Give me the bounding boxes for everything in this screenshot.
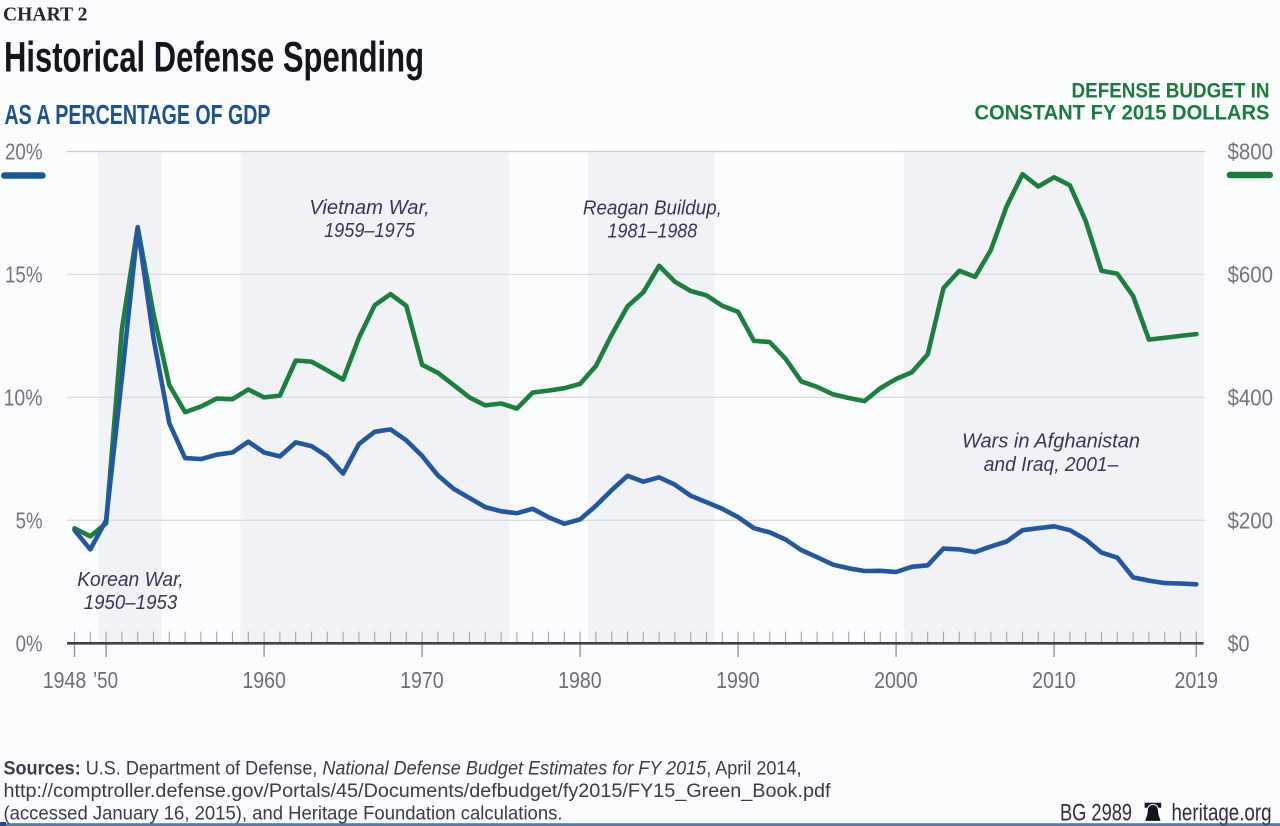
svg-text:AS A PERCENTAGE OF GDP: AS A PERCENTAGE OF GDP — [5, 99, 271, 130]
svg-text:15%: 15% — [5, 261, 43, 287]
svg-text:$200: $200 — [1228, 507, 1274, 533]
svg-text:Vietnam War,: Vietnam War, — [309, 196, 429, 219]
svg-text:1990: 1990 — [716, 667, 760, 693]
svg-text:1981–1988: 1981–1988 — [608, 220, 698, 243]
svg-text:and Iraq, 2001–: and Iraq, 2001– — [984, 453, 1119, 476]
svg-text:CONSTANT FY 2015 DOLLARS: CONSTANT FY 2015 DOLLARS — [975, 101, 1270, 125]
svg-text:2019: 2019 — [1175, 667, 1219, 693]
svg-text:20%: 20% — [5, 139, 43, 165]
svg-text:DEFENSE BUDGET IN: DEFENSE BUDGET IN — [1072, 79, 1270, 103]
svg-text:1980: 1980 — [558, 667, 602, 693]
svg-text:1970: 1970 — [400, 667, 444, 693]
svg-text:1960: 1960 — [242, 667, 286, 693]
svg-text:0%: 0% — [16, 630, 43, 656]
svg-text:$400: $400 — [1228, 384, 1274, 410]
svg-text:1959–1975: 1959–1975 — [324, 219, 415, 242]
svg-text:$800: $800 — [1228, 139, 1274, 165]
svg-text:2000: 2000 — [874, 667, 918, 693]
svg-text:Wars in Afghanistan: Wars in Afghanistan — [962, 430, 1140, 453]
svg-text:BG 2989: BG 2989 — [1060, 800, 1132, 826]
svg-text:Korean War,: Korean War, — [77, 568, 184, 591]
svg-text:http://comptroller.defense.gov: http://comptroller.defense.gov/Portals/4… — [4, 780, 832, 802]
svg-text:1948: 1948 — [43, 667, 87, 693]
svg-text:’50: ’50 — [93, 667, 118, 693]
svg-text:(accessed January 16, 2015), a: (accessed January 16, 2015), and Heritag… — [4, 802, 563, 824]
svg-text:heritage.org: heritage.org — [1172, 800, 1272, 826]
svg-text:1950–1953: 1950–1953 — [84, 591, 178, 614]
svg-text:10%: 10% — [4, 384, 43, 410]
svg-text:CHART 2: CHART 2 — [3, 4, 88, 26]
svg-text:$0: $0 — [1228, 630, 1250, 656]
svg-text:Reagan Buildup,: Reagan Buildup, — [583, 197, 722, 220]
svg-text:Historical Defense Spending: Historical Defense Spending — [4, 35, 424, 82]
svg-text:$600: $600 — [1228, 261, 1274, 287]
svg-text:Sources: U.S. Department of De: Sources: U.S. Department of Defense, Nat… — [4, 757, 802, 779]
svg-text:5%: 5% — [16, 507, 43, 533]
svg-text:2010: 2010 — [1032, 667, 1076, 693]
